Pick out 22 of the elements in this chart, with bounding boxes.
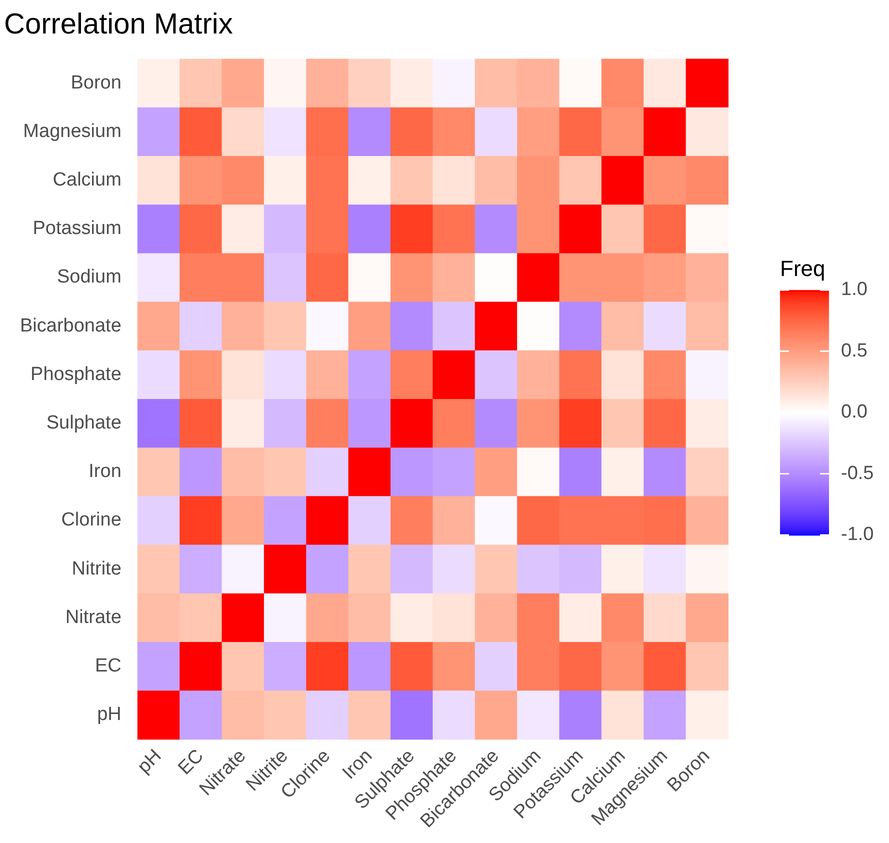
y-tick-label: Boron bbox=[70, 72, 122, 94]
y-tick-label: Nitrite bbox=[72, 558, 122, 580]
y-tick-label: Nitrate bbox=[65, 606, 122, 628]
y-tick-label: EC bbox=[94, 656, 122, 677]
y-tick-label: Potassium bbox=[32, 218, 122, 240]
y-tick-label: Magnesium bbox=[23, 120, 122, 142]
y-tick-label: Iron bbox=[88, 461, 122, 482]
y-tick-label: Sulphate bbox=[46, 412, 122, 434]
y-tick-label: Clorine bbox=[61, 510, 122, 531]
y-tick-label: Bicarbonate bbox=[20, 315, 122, 336]
color-bar-label: 0.5 bbox=[841, 340, 868, 362]
color-bar-label: 0.0 bbox=[841, 402, 868, 423]
y-tick-label: Calcium bbox=[52, 170, 122, 191]
color-bar-label: 1.0 bbox=[841, 279, 868, 300]
color-bar-label: -0.5 bbox=[841, 462, 874, 484]
chart-title: Correlation Matrix bbox=[4, 8, 234, 40]
x-tick-label: pH bbox=[134, 746, 166, 778]
y-tick-label: Sodium bbox=[56, 266, 122, 288]
color-bar-label: -1.0 bbox=[841, 524, 874, 546]
y-tick-label: pH bbox=[97, 704, 122, 726]
legend-title: Freq bbox=[780, 256, 826, 281]
y-tick-label: Phosphate bbox=[30, 364, 122, 385]
